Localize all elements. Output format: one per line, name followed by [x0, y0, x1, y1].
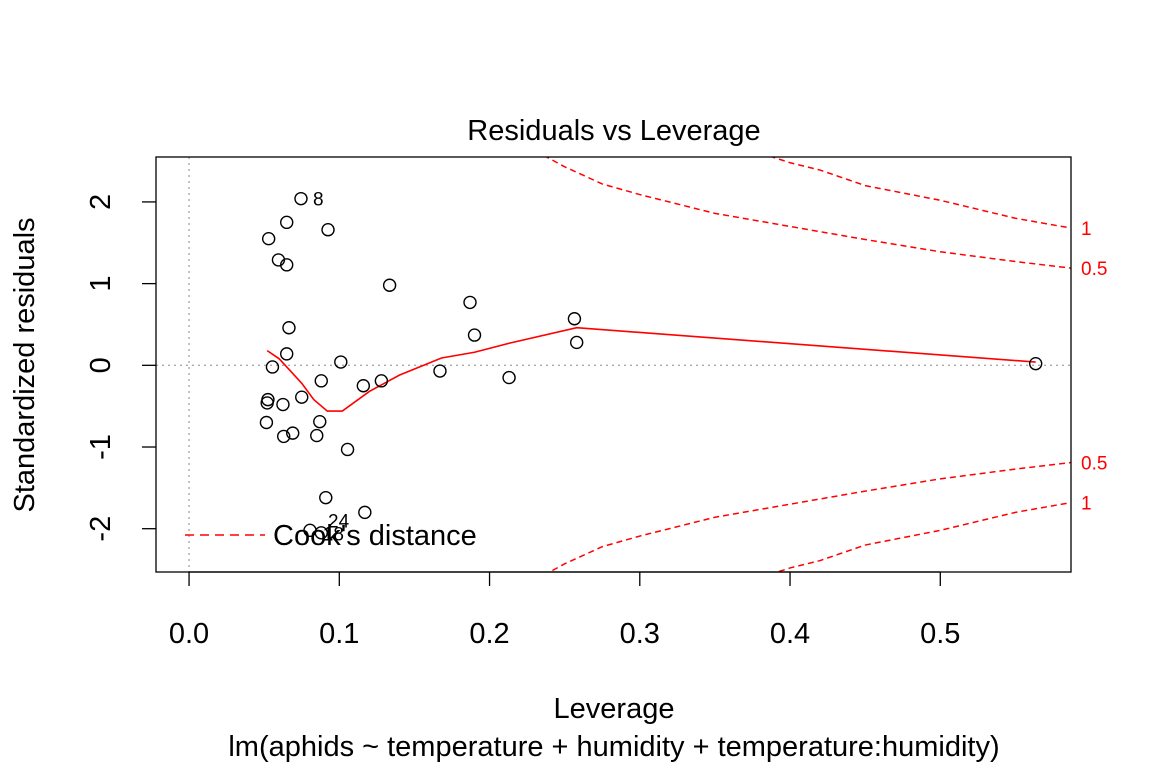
cooks-level-label: 0.5	[1081, 454, 1107, 475]
cooks-distance-curve-0-5-lower	[548, 461, 1071, 572]
cooks-distance-curve-1-lower	[775, 501, 1071, 572]
data-point	[277, 429, 291, 444]
data-point	[334, 355, 348, 369]
x-tick-label: 0.5	[920, 618, 960, 650]
data-point	[1028, 356, 1043, 371]
x-axis-label: Leverage	[554, 693, 675, 725]
plot-frame	[155, 156, 1072, 573]
y-tick-label: 2	[85, 194, 117, 210]
y-axis-label: Standardized residuals	[9, 217, 41, 512]
data-point	[467, 328, 482, 342]
data-point	[433, 364, 447, 378]
data-point	[382, 278, 397, 292]
x-tick-label: 0.4	[770, 618, 810, 650]
y-tick-label: -1	[85, 434, 117, 460]
data-point	[314, 374, 328, 388]
smoother-line	[266, 326, 1036, 412]
data-point	[358, 505, 372, 520]
chart-title: Residuals vs Leverage	[467, 115, 760, 147]
data-point	[310, 428, 324, 443]
point-label: 8	[313, 190, 324, 211]
data-point	[340, 442, 355, 457]
cooks-distance-curve-0-5-upper	[545, 157, 1071, 269]
data-point	[282, 321, 296, 335]
plot-area	[156, 157, 1071, 572]
data-point	[314, 526, 328, 540]
cooks-distance-curve-1-upper	[770, 157, 1071, 229]
data-point	[280, 215, 294, 230]
point-label: 24	[328, 512, 350, 533]
x-tick-label: 0.0	[169, 618, 209, 650]
data-point	[280, 258, 294, 272]
model-formula-caption: lm(aphids ~ temperature + humidity + tem…	[228, 731, 999, 763]
data-point	[276, 397, 290, 412]
y-tick-label: 1	[85, 276, 117, 292]
x-axis: 0.0 0.1 0.2 0.3 0.4 0.5	[169, 571, 960, 650]
data-point	[260, 396, 274, 410]
data-point	[374, 374, 389, 388]
cooks-level-label: 1	[1081, 219, 1092, 240]
y-axis: -2 -1 0 1 2	[85, 194, 156, 542]
data-point	[567, 312, 582, 326]
legend: Cook's distance	[185, 520, 477, 552]
cooks-level-label: 0.5	[1081, 259, 1107, 280]
data-point	[319, 490, 333, 505]
point-label: 18	[323, 525, 344, 546]
data-point	[502, 370, 516, 385]
data-point	[259, 415, 274, 430]
data-point	[286, 426, 300, 440]
legend-label: Cook's distance	[273, 520, 477, 552]
data-point	[294, 191, 308, 206]
data-point	[265, 360, 280, 374]
x-tick-label: 0.1	[319, 618, 359, 650]
data-point	[321, 223, 335, 237]
data-point	[261, 231, 276, 246]
data-point	[295, 390, 309, 404]
data-point	[313, 414, 327, 429]
y-tick-label: -2	[85, 516, 117, 542]
cooks-level-label: 1	[1081, 494, 1092, 515]
data-point	[356, 379, 371, 393]
data-point	[280, 347, 294, 361]
x-tick-label: 0.3	[620, 618, 660, 650]
data-point	[463, 295, 477, 310]
data-point	[569, 335, 584, 350]
x-tick-label: 0.2	[469, 618, 509, 650]
y-tick-label: 0	[85, 357, 117, 373]
